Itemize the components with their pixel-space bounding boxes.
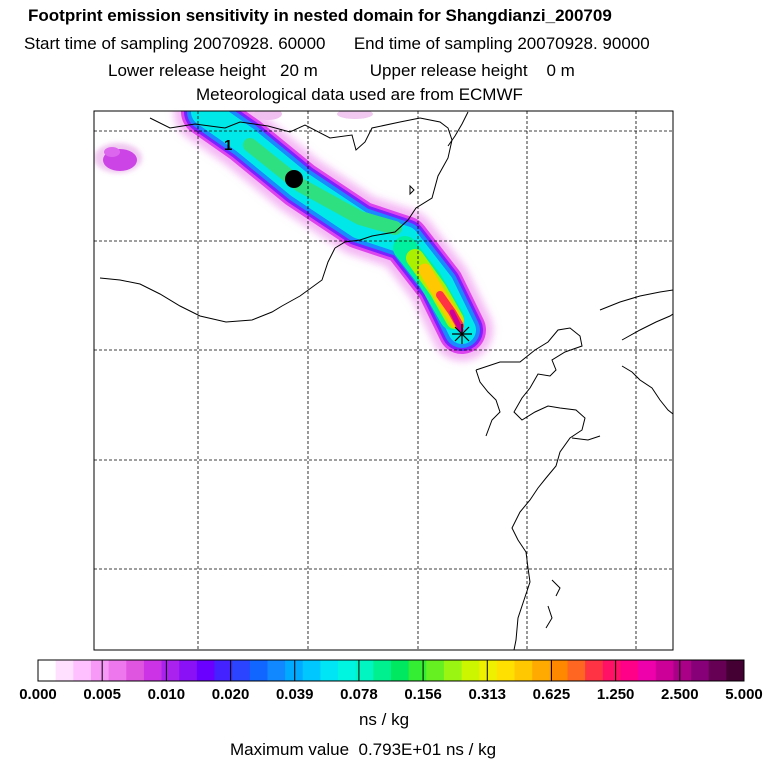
colorbar-units: ns / kg [358, 710, 410, 729]
secondary-patch [94, 111, 373, 173]
colorbar-cell [443, 660, 463, 681]
colorbar-cell [461, 660, 480, 681]
colorbar-cell [126, 660, 145, 681]
max-value: 0.793E+01 ns / kg [358, 740, 497, 759]
colorbar-cell [585, 660, 604, 681]
colorbar-cell [373, 660, 392, 681]
colorbar-tick-label: 5.000 [725, 686, 763, 703]
colorbar-cell [320, 660, 339, 681]
colorbar-cell [143, 660, 163, 681]
colorbar-cell [161, 660, 180, 681]
colorbar-cell [55, 660, 74, 681]
met-data-source: Meteorological data used are from ECMWF [196, 85, 523, 104]
colorbar-tick-label: 0.000 [19, 686, 57, 703]
plume-label: 1 [224, 137, 232, 154]
max-label: Maximum value [230, 740, 350, 759]
colorbar-cell [267, 660, 286, 681]
colorbar-cell [708, 660, 727, 681]
colorbar-tick-label: 0.005 [83, 686, 121, 703]
release-heights: Lower release height 20 m Upper release … [108, 61, 768, 81]
colorbar-cell [479, 660, 498, 681]
colorbar-cell [214, 660, 233, 681]
colorbar-cell [514, 660, 533, 681]
start-time-value: 20070928. 60000 [193, 34, 326, 53]
map-title: Footprint emission sensitivity in nested… [28, 6, 612, 25]
colorbar-cell [391, 660, 410, 681]
colorbar-cell [602, 660, 621, 681]
colorbar-cell [232, 660, 251, 681]
colorbar-tick-label: 0.078 [340, 686, 378, 703]
release-star-marker [452, 324, 472, 344]
upper-release-value: 0 m [546, 61, 575, 80]
colorbar-tick-label: 0.039 [276, 686, 314, 703]
colorbar-cell [620, 660, 639, 681]
colorbar-cell [108, 660, 127, 681]
colorbar-cell [567, 660, 586, 681]
upper-release-label: Upper release height [369, 61, 528, 80]
colorbar-cell [73, 660, 92, 681]
colorbar-cell [285, 660, 304, 681]
sampling-times: Start time of sampling 20070928. 60000 E… [24, 34, 768, 54]
colorbar-tick-label: 0.625 [533, 686, 571, 703]
colorbar-cell [726, 660, 745, 681]
lat-lon-grid [94, 111, 673, 650]
colorbar-cell [302, 660, 321, 681]
colorbar-cell [249, 660, 268, 681]
colorbar-tick-label: 0.010 [148, 686, 186, 703]
colorbar-cells [38, 660, 745, 681]
lower-release-label: Lower release height [108, 61, 266, 80]
colorbar-cell [338, 660, 357, 681]
colorbar-cell [655, 660, 674, 681]
colorbar-ticks [37, 660, 745, 681]
maximum-value: Maximum value 0.793E+01 ns / kg [230, 740, 496, 760]
colorbar-cell [196, 660, 215, 681]
colorbar-cell [408, 660, 427, 681]
colorbar-tick-label: 0.313 [468, 686, 506, 703]
colorbar-cell [673, 660, 692, 681]
colorbar-cell [179, 660, 198, 681]
end-time-label: End time of sampling [353, 34, 513, 53]
colorbar-tick-label: 0.020 [212, 686, 250, 703]
colorbar-cell [549, 660, 568, 681]
colorbar-cell [90, 660, 110, 681]
colorbar-labels: 0.000 0.005 0.010 0.020 0.039 0.078 0.156 0.313… [19, 686, 763, 703]
start-time-label: Start time of sampling [24, 34, 189, 53]
colorbar-tick-label: 2.500 [661, 686, 699, 703]
colorbar-tick-label: 1.250 [597, 686, 635, 703]
end-time-value: 20070928. 90000 [517, 34, 650, 53]
colorbar-cell [426, 660, 445, 681]
colorbar-cell [638, 660, 657, 681]
colorbar-cell [532, 660, 551, 681]
colorbar-tick-label: 0.156 [404, 686, 442, 703]
colorbar-cell [496, 660, 516, 681]
colorbar-cell [355, 660, 374, 681]
plume-footprint [174, 111, 493, 361]
coastlines [99, 111, 673, 650]
colorbar-cell [38, 660, 57, 681]
colorbar-cell [691, 660, 710, 681]
position-dot-marker [285, 170, 303, 188]
map-frame [93, 110, 674, 651]
lower-release-value: 20 m [280, 61, 318, 80]
